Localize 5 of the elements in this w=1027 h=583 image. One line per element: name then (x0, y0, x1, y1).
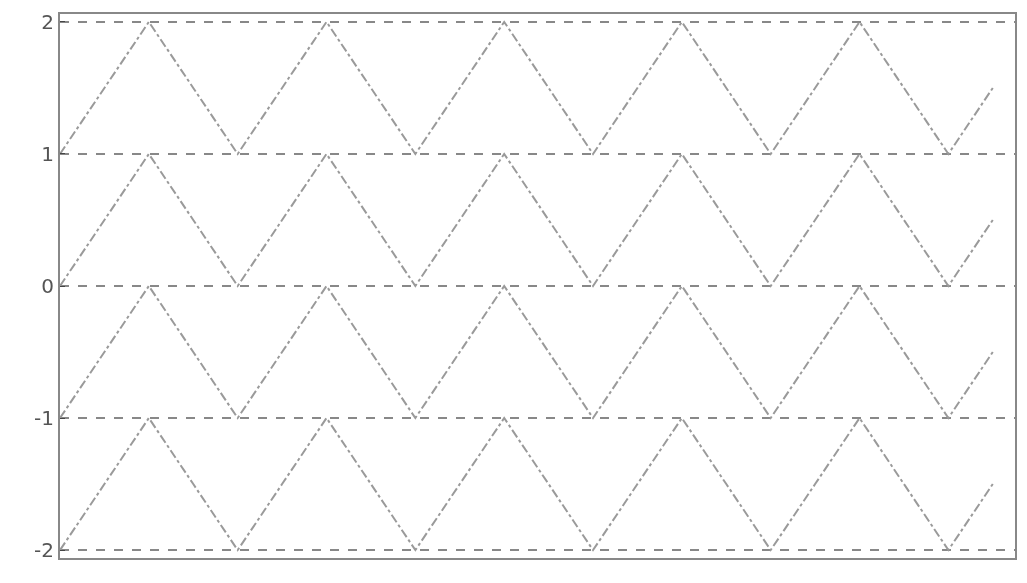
y-tick-label: 0 (41, 274, 54, 298)
y-tick-label: 1 (41, 141, 54, 166)
y-tick-label: -1 (34, 406, 54, 431)
y-tick-label: -2 (34, 538, 54, 563)
y-tick-label: 2 (41, 9, 54, 34)
